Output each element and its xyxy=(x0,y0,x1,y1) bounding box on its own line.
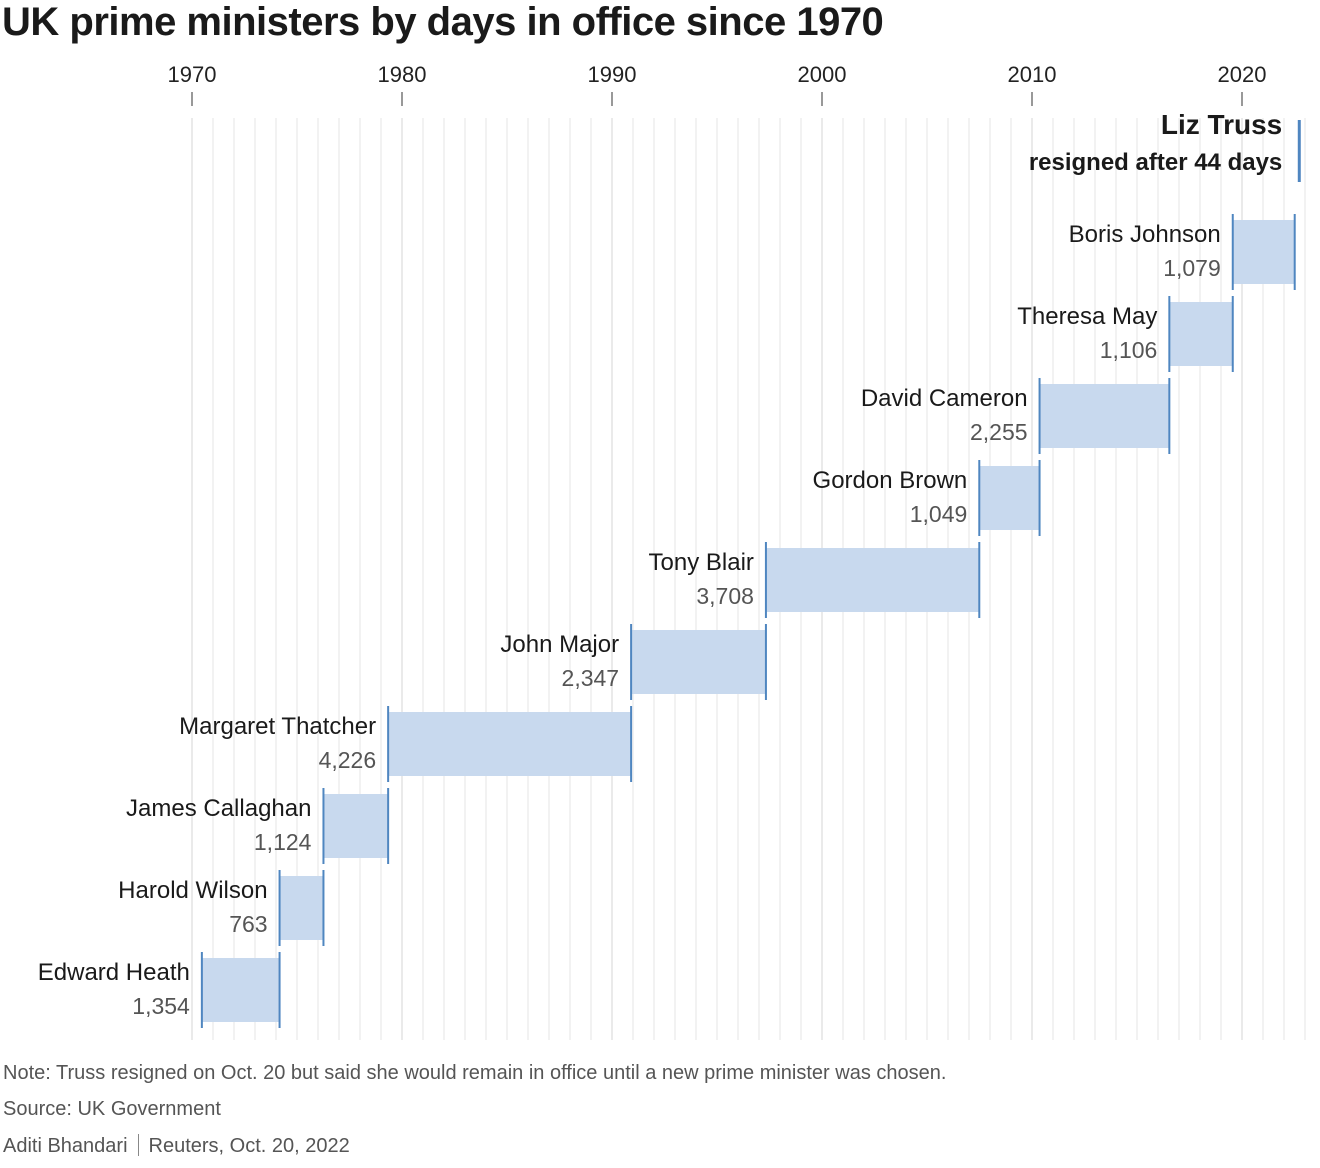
label-days-harold-wilson: 763 xyxy=(229,911,267,937)
tick-label-2010: 2010 xyxy=(1008,62,1057,87)
label-days-margaret-thatcher: 4,226 xyxy=(319,747,377,773)
tick-label-1980: 1980 xyxy=(378,62,427,87)
author-name: Aditi Bhandari xyxy=(3,1135,128,1157)
label-name-harold-wilson: Harold Wilson xyxy=(118,877,267,904)
label-days-gordon-brown: 1,049 xyxy=(910,501,968,527)
bar-margaret-thatcher xyxy=(388,712,632,776)
labels-layer: Edward Heath 1,354 Harold Wilson 763 James C… xyxy=(38,109,1283,1019)
label-days-edward-heath: 1,354 xyxy=(132,993,190,1019)
bars-layer xyxy=(200,120,1301,1028)
bar-gordon-brown xyxy=(979,466,1040,530)
label-name-edward-heath: Edward Heath xyxy=(38,959,190,986)
credit-line: Aditi Bhandari Reuters, Oct. 20, 2022 xyxy=(3,1134,350,1158)
credit-separator xyxy=(137,1134,139,1156)
label-days-boris-johnson: 1,079 xyxy=(1163,255,1221,281)
publisher-date: Reuters, Oct. 20, 2022 xyxy=(148,1135,350,1157)
label-name-theresa-may: Theresa May xyxy=(1017,303,1157,330)
bar-james-callaghan xyxy=(323,794,389,858)
bar-theresa-may xyxy=(1169,302,1233,366)
label-days-theresa-may: 1,106 xyxy=(1100,337,1158,363)
label-days-john-major: 2,347 xyxy=(562,665,620,691)
source-line: Source: UK Government xyxy=(3,1098,221,1120)
bar-boris-johnson xyxy=(1232,220,1295,284)
label-name-tony-blair: Tony Blair xyxy=(649,549,754,576)
tick-label-1990: 1990 xyxy=(588,62,637,87)
label-name-liz-truss: Liz Truss xyxy=(1161,109,1282,140)
footnote: Note: Truss resigned on Oct. 20 but said… xyxy=(3,1062,947,1084)
label-days-tony-blair: 3,708 xyxy=(696,583,754,609)
label-name-gordon-brown: Gordon Brown xyxy=(813,467,968,494)
label-days-liz-truss: resigned after 44 days xyxy=(1029,149,1282,176)
label-name-john-major: John Major xyxy=(500,631,619,658)
chart-title: UK prime ministers by days in office sin… xyxy=(2,0,884,44)
x-axis: 1970 1980 1990 2000 2010 2020 xyxy=(168,62,1267,106)
label-days-david-cameron: 2,255 xyxy=(970,419,1028,445)
label-name-david-cameron: David Cameron xyxy=(861,385,1028,412)
label-name-margaret-thatcher: Margaret Thatcher xyxy=(179,713,376,740)
bar-tony-blair xyxy=(765,548,980,612)
pm-timeline-chart: 1970 1980 1990 2000 2010 2020 Edward Heath 1,3… xyxy=(38,62,1306,1040)
tick-label-2020: 2020 xyxy=(1218,62,1267,87)
label-name-james-callaghan: James Callaghan xyxy=(126,795,311,822)
tick-label-1970: 1970 xyxy=(168,62,217,87)
label-days-james-callaghan: 1,124 xyxy=(254,829,312,855)
label-name-boris-johnson: Boris Johnson xyxy=(1069,221,1221,248)
bar-david-cameron xyxy=(1039,384,1170,448)
grid-lines xyxy=(191,118,1306,1040)
tick-label-2000: 2000 xyxy=(798,62,847,87)
bar-john-major xyxy=(631,630,766,694)
bar-edward-heath xyxy=(201,958,280,1022)
bar-harold-wilson xyxy=(279,876,324,940)
